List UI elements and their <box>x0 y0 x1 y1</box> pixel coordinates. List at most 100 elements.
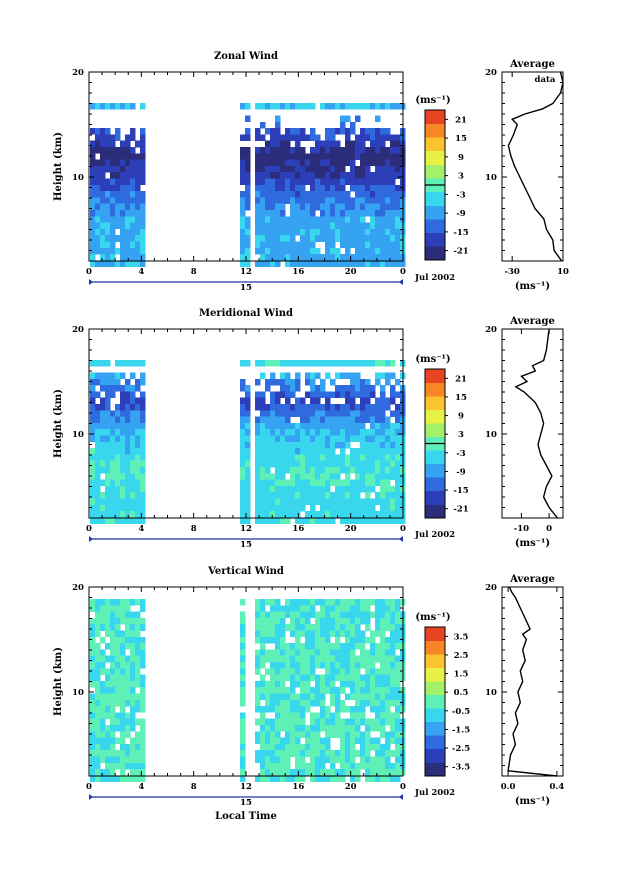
heatmap-cell <box>275 743 281 751</box>
heatmap-cell <box>335 725 341 732</box>
heatmap-cell <box>335 605 341 612</box>
heatmap-cell <box>285 454 291 461</box>
heatmap-cell <box>335 178 341 186</box>
heatmap-cell <box>280 630 286 638</box>
heatmap-cell <box>255 222 261 230</box>
heatmap-cell <box>90 460 96 468</box>
heatmap-cell <box>100 448 106 455</box>
heatmap-cell <box>360 674 366 682</box>
heatmap-cell <box>375 247 381 255</box>
heatmap-cell <box>385 693 391 701</box>
heatmap-cell <box>240 222 246 230</box>
heatmap-cell <box>130 693 136 701</box>
heatmap-cell <box>90 630 96 638</box>
heatmap-cell <box>350 410 356 417</box>
heatmap-cell <box>355 611 361 619</box>
heatmap-cell <box>390 222 396 230</box>
heatmap-cell <box>355 674 361 682</box>
heatmap-cell <box>305 448 311 455</box>
heatmap-cell <box>305 178 311 186</box>
heatmap-cell <box>285 511 291 518</box>
heatmap-cell <box>310 222 316 230</box>
heatmap-cell <box>320 492 326 499</box>
heatmap-cell <box>265 492 271 499</box>
heatmap-cell <box>240 235 246 242</box>
heatmap-cell <box>105 479 111 487</box>
heatmap-cell <box>260 712 266 719</box>
heatmap-cell <box>375 725 381 732</box>
heatmap-cell <box>120 467 126 474</box>
heatmap-cell <box>95 775 101 782</box>
heatmap-cell <box>315 454 321 461</box>
heatmap-cell <box>390 636 396 644</box>
heatmap-cell <box>260 260 266 267</box>
heatmap-cell <box>305 517 311 524</box>
heatmap-cell <box>115 153 121 160</box>
heatmap-cell <box>380 687 386 694</box>
heatmap-cell <box>310 655 316 663</box>
heatmap-cell <box>260 611 266 619</box>
heatmap-cell <box>380 460 386 468</box>
heatmap-cell <box>305 153 311 160</box>
heatmap-cell <box>370 643 376 650</box>
heatmap-cell <box>395 210 401 217</box>
heatmap-cell <box>325 460 331 468</box>
heatmap-cell <box>325 359 331 367</box>
heatmap-cell <box>370 743 376 751</box>
heatmap-cell <box>280 636 286 644</box>
heatmap-cell <box>245 454 251 461</box>
heatmap-cell <box>330 210 336 217</box>
heatmap-cell <box>350 611 356 619</box>
heatmap-cell <box>305 235 311 242</box>
heatmap-cell <box>345 706 351 713</box>
colorbar-tick-label: -1.5 <box>452 725 470 735</box>
colorbar-unit: (ms⁻¹) <box>415 95 450 106</box>
heatmap-cell <box>120 737 126 745</box>
heatmap-cell <box>140 599 146 606</box>
heatmap-cell <box>350 769 356 776</box>
heatmap-cell <box>360 630 366 638</box>
heatmap-cell <box>315 718 321 726</box>
heatmap-cell <box>310 662 316 669</box>
heatmap-cell <box>370 222 376 230</box>
heatmap-cell <box>320 254 326 261</box>
heatmap-cell <box>370 140 376 148</box>
heatmap-cell <box>335 611 341 619</box>
heatmap-cell <box>100 617 106 625</box>
heatmap-cell <box>380 228 386 236</box>
heatmap-cell <box>385 397 391 405</box>
heatmap-cell <box>335 479 341 487</box>
heatmap-cell <box>355 737 361 745</box>
heatmap-cell <box>325 630 331 638</box>
heatmap-cell <box>350 687 356 694</box>
heatmap-cell <box>310 731 316 738</box>
heatmap-cell <box>320 617 326 625</box>
heatmap-cell <box>260 134 266 141</box>
heatmap-cell <box>295 178 301 186</box>
heatmap-cell <box>380 172 386 179</box>
heatmap-cell <box>325 203 331 211</box>
heatmap-cell <box>305 599 311 606</box>
heatmap-cell <box>330 216 336 223</box>
heatmap-cell <box>280 147 286 154</box>
heatmap-cell <box>260 197 266 204</box>
heatmap-cell <box>305 630 311 638</box>
heatmap-cell <box>295 599 301 606</box>
heatmap-cell <box>135 492 141 499</box>
colorbar-swatch <box>425 423 445 438</box>
heatmap-cell <box>135 655 141 663</box>
heatmap-cell <box>345 725 351 732</box>
heatmap-cell <box>370 404 376 411</box>
heatmap-cell <box>90 662 96 669</box>
heatmap-cell <box>125 712 131 719</box>
heatmap-cell <box>360 706 366 713</box>
heatmap-cell <box>390 649 396 656</box>
heatmap-cell <box>380 668 386 675</box>
heatmap-cell <box>120 435 126 443</box>
heatmap-cell <box>395 762 401 770</box>
heatmap-cell <box>270 359 276 367</box>
heatmap-cell <box>110 435 116 443</box>
heatmap-cell <box>265 762 271 770</box>
heatmap-cell <box>385 699 391 707</box>
heatmap-cell <box>305 460 311 468</box>
